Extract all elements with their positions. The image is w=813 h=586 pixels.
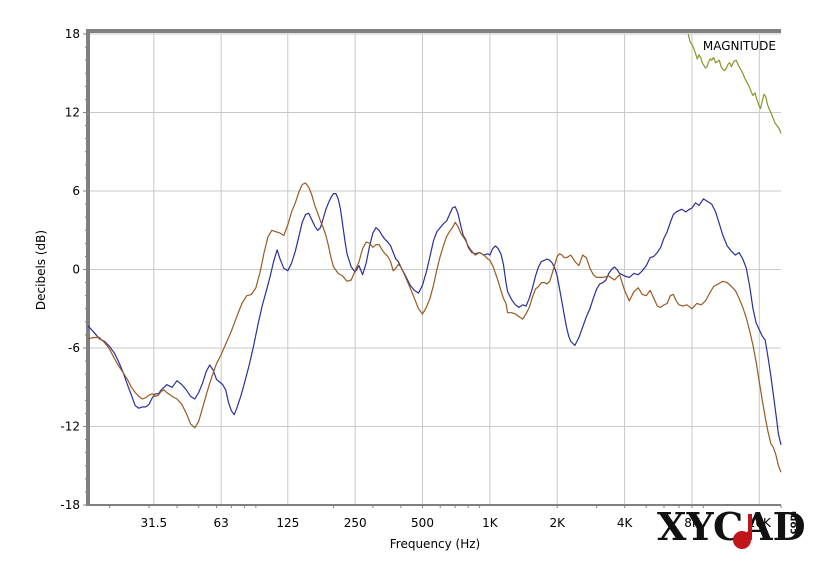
x-tick-labels: 31.5 63 125 250 500 1K 2K 4K 8K 16K [109,505,782,530]
x-tick-label: 1K [482,516,499,530]
y-tick-label: 6 [72,184,80,198]
x-tick-label: 500 [411,516,434,530]
watermark-text: XYCAD [657,504,806,549]
x-tick-label: 63 [214,516,229,530]
y-tick-label: -12 [60,420,80,434]
y-tick-labels: 18 12 6 0 -6 -12 -18 [60,27,88,512]
series-line-2 [87,182,782,473]
y-tick-label: -6 [68,341,80,355]
panel-label: MAGNITUDE [703,39,776,53]
series-line-1 [87,193,782,445]
y-axis-title: Decibels (dB) [34,230,48,310]
watermark-suffix: .com [788,511,799,538]
x-tick-label: 31.5 [140,516,167,530]
series-line-3 [687,33,782,134]
x-tick-label: 4K [617,516,634,530]
series-lines [87,33,782,473]
y-tick-label: -18 [60,498,80,512]
x-tick-label: 2K [549,516,566,530]
y-tick-label: 18 [65,27,80,41]
x-tick-label: 250 [344,516,367,530]
y-tick-label: 12 [65,106,80,120]
x-tick-label: 16K [748,516,772,530]
y-tick-label: 0 [72,263,80,277]
watermark-logo: XYCAD .com [657,504,806,549]
x-tick-label: 125 [276,516,299,530]
x-axis-title: Frequency (Hz) [390,537,481,551]
x-tick-label: 8K [684,516,701,530]
music-note-icon [733,531,751,549]
music-note-stem-icon [748,514,752,540]
